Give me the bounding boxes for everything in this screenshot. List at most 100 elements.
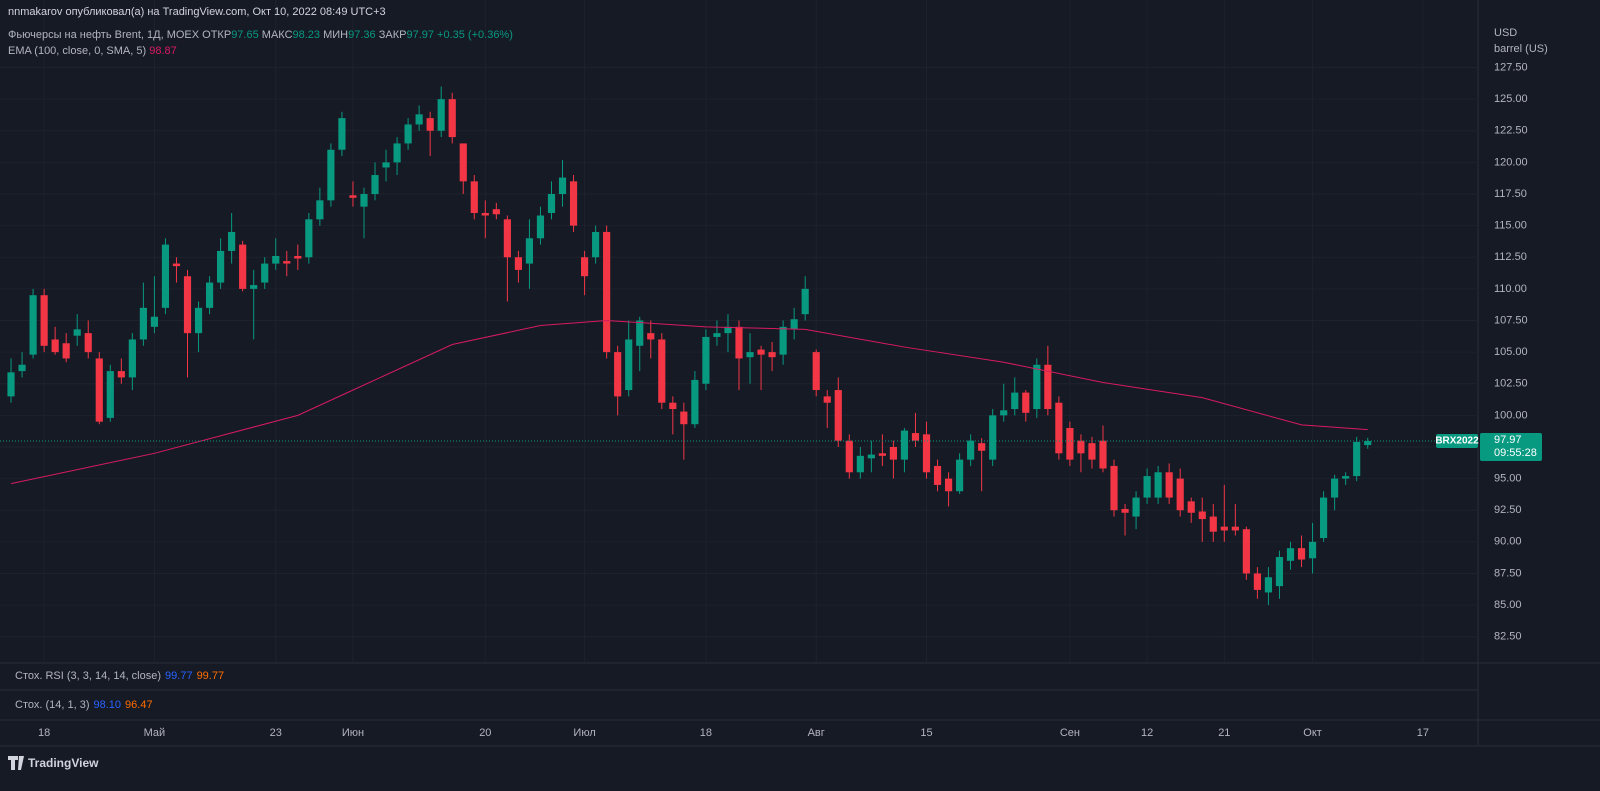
y-tick-label: 95.00 <box>1494 473 1522 485</box>
candle-body <box>217 250 225 283</box>
candle-body <box>944 478 953 492</box>
candle-body <box>547 194 556 213</box>
candle-body <box>250 285 258 289</box>
candle-body <box>658 339 666 403</box>
candle-body <box>790 319 798 330</box>
candle-body <box>911 433 920 441</box>
symbol-title: Фьючерсы на нефть Brent, 1Д, MOEX <box>8 29 200 41</box>
candle-body <box>360 194 368 207</box>
candle-body <box>1011 392 1019 410</box>
candle-body <box>338 118 346 150</box>
x-tick-label: Июн <box>342 727 364 739</box>
x-tick-label: 21 <box>1218 727 1230 739</box>
candle-body <box>735 326 743 359</box>
candle-body <box>316 200 324 220</box>
field-value: 98.23 <box>292 29 321 41</box>
candle-body <box>856 455 864 473</box>
candle-body <box>592 231 600 258</box>
change: +0.35 (+0.36%) <box>437 29 513 41</box>
candle-body <box>823 396 831 403</box>
field-label: МИН <box>323 29 349 41</box>
candle-body <box>1331 478 1339 498</box>
candle-body <box>625 339 633 391</box>
indicator-legend: Стох. (14, 1, 3) 98.10 96.47 <box>15 699 157 711</box>
candle-body <box>1066 428 1074 460</box>
candle-body <box>261 263 269 283</box>
ema-value: 98.87 <box>149 45 177 57</box>
candle-body <box>448 99 456 138</box>
candle-body <box>426 118 434 131</box>
candle-body <box>62 343 70 359</box>
y-tick-label: 122.50 <box>1494 125 1528 137</box>
y-tick-label: 117.50 <box>1494 188 1527 200</box>
candle-body <box>1209 516 1217 532</box>
candle-body <box>1099 440 1107 469</box>
candle-body <box>1165 472 1173 498</box>
candle-body <box>84 333 92 353</box>
field-value: 97.65 <box>231 29 259 41</box>
symbol-tag <box>1436 434 1478 449</box>
y-tick-label: 125.00 <box>1494 93 1528 105</box>
candle-body <box>305 219 313 258</box>
candle-body <box>117 371 125 378</box>
indicator-name: Стох. RSI (3, 3, 14, 14, close) <box>15 670 162 682</box>
publisher: nnmakarov опубликовал(а) на TradingView.… <box>8 6 386 18</box>
candle-body <box>1176 478 1184 511</box>
candle-body <box>1297 548 1306 560</box>
candle-body <box>746 352 754 358</box>
candle-body <box>415 114 423 125</box>
candle-body <box>150 316 159 327</box>
candle-body <box>161 244 170 308</box>
candle-body <box>1143 476 1151 498</box>
candle-body <box>834 390 842 441</box>
candle-body <box>73 329 81 336</box>
candle-body <box>1220 526 1228 531</box>
y-tick-label: 82.50 <box>1494 631 1522 643</box>
candle-body <box>272 255 280 264</box>
candle-body <box>713 333 721 337</box>
candle-body <box>470 181 478 213</box>
candle-body <box>459 143 467 182</box>
candle-body <box>1132 497 1140 517</box>
candle-body <box>7 372 15 397</box>
y-tick-label: 102.50 <box>1494 378 1528 390</box>
candle-body <box>205 282 214 308</box>
candle-body <box>691 379 699 425</box>
candle-body <box>1308 541 1317 559</box>
ema-line <box>10 319 1368 485</box>
candle-body <box>1231 526 1239 531</box>
candle-body <box>1286 548 1295 561</box>
candle-body <box>978 443 986 451</box>
candle-body <box>1000 410 1008 416</box>
field-value: 97.36 <box>348 29 376 41</box>
candle-body <box>536 215 545 239</box>
price-tag-countdown: 09:55:28 <box>1494 447 1537 459</box>
candle-body <box>1088 443 1096 460</box>
candle-body <box>404 124 412 144</box>
candle-body <box>1055 402 1063 454</box>
indicator-value: 98.10 <box>93 699 122 711</box>
price-tag <box>1480 433 1542 462</box>
x-tick-label: Сен <box>1060 727 1080 739</box>
candle-body <box>1044 364 1052 410</box>
candle-body <box>481 212 489 216</box>
candle-body <box>1187 501 1195 513</box>
candle-body <box>1121 508 1129 513</box>
candle-body <box>1342 476 1350 479</box>
y-tick-label: 110.00 <box>1494 283 1527 295</box>
candle-body <box>371 175 379 195</box>
candle-body <box>614 352 622 397</box>
x-tick-label: 23 <box>270 727 282 739</box>
candle-body <box>1077 440 1085 454</box>
candle-body <box>900 430 909 460</box>
candle-body <box>139 307 147 340</box>
x-tick-label: Май <box>144 727 166 739</box>
candle-body <box>1253 573 1261 590</box>
candle-body <box>569 181 578 226</box>
currency: USD <box>1494 27 1517 39</box>
candle-body <box>327 149 335 201</box>
candle-body <box>492 209 500 215</box>
candle-body <box>768 352 776 358</box>
y-tick-label: 105.00 <box>1494 346 1528 358</box>
